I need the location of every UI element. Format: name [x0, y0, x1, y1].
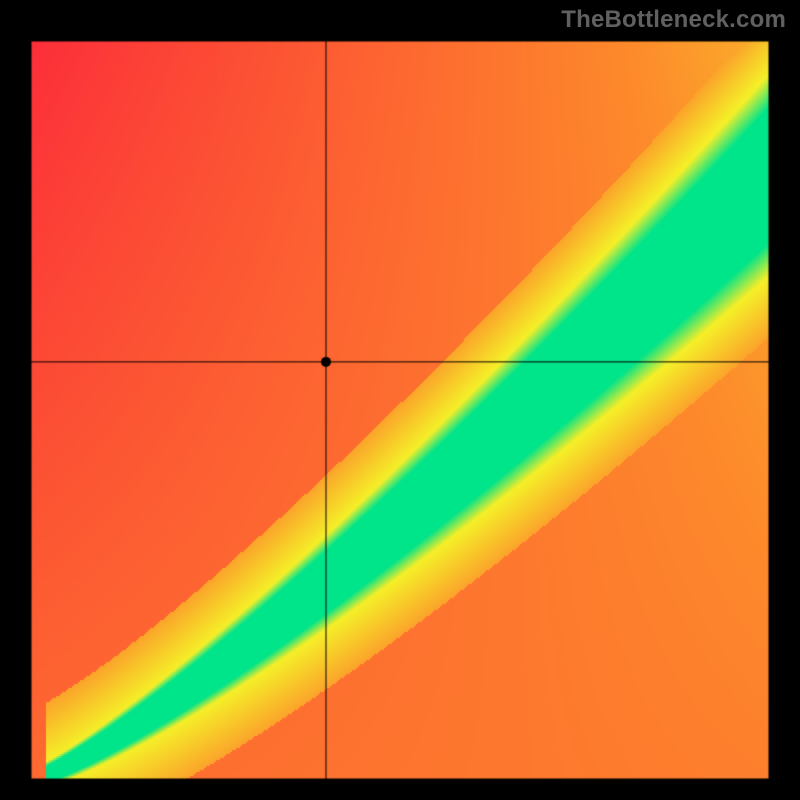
watermark-text: TheBottleneck.com — [561, 6, 786, 34]
heatmap-canvas — [0, 0, 800, 800]
chart-container: TheBottleneck.com — [0, 0, 800, 800]
